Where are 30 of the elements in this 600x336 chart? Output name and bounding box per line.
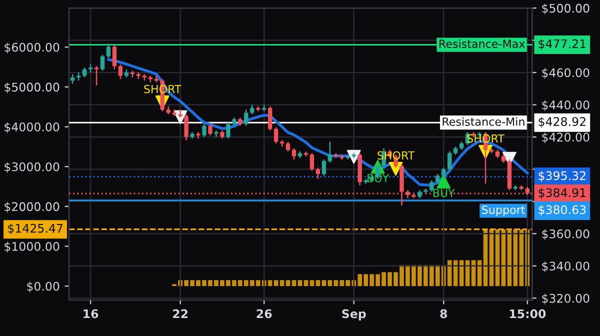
ref-line-label: Resistance-Max	[439, 39, 525, 48]
ref-line-label: $1425.47	[8, 224, 62, 234]
y-tick-label: $440.00	[542, 100, 590, 111]
y-tick-label: $420.00	[542, 132, 590, 144]
y-tick-label: $460.00	[542, 68, 590, 79]
x-tick-label: Sep	[342, 309, 366, 320]
y-tick-label: $340.00	[542, 261, 590, 272]
y2-tick-label: $0.00	[27, 282, 60, 292]
text: $477.21	[538, 39, 586, 50]
y2-tick-label: $3000.00	[4, 162, 60, 173]
ref-line-label: Resistance-Min	[442, 117, 524, 126]
y-tick-label: $500.00	[542, 4, 590, 14]
y-tick-label: $360.00	[542, 229, 590, 240]
x-tick-label: 16	[84, 309, 98, 318]
text: BUY	[433, 188, 455, 198]
y2-tick-label: $5000.00	[4, 82, 60, 94]
text: $428.92	[538, 116, 586, 128]
y2-tick-label: $2000.00	[4, 202, 60, 213]
y-tick-label: $320.00	[542, 294, 590, 304]
x-tick-label: 15:00	[510, 309, 546, 318]
text: $384.91	[538, 188, 586, 199]
text: $395.32	[538, 171, 586, 182]
x-tick-label: 22	[173, 309, 188, 318]
y2-tick-label: $1000.00	[4, 242, 60, 252]
y2-tick-label: $6000.00	[4, 42, 60, 54]
text: $380.63	[538, 205, 586, 216]
y2-tick-label: $4000.00	[4, 122, 60, 133]
x-tick-label: 8	[440, 309, 448, 318]
ref-line-label: Support	[482, 206, 525, 216]
x-tick-label: 26	[256, 309, 272, 318]
